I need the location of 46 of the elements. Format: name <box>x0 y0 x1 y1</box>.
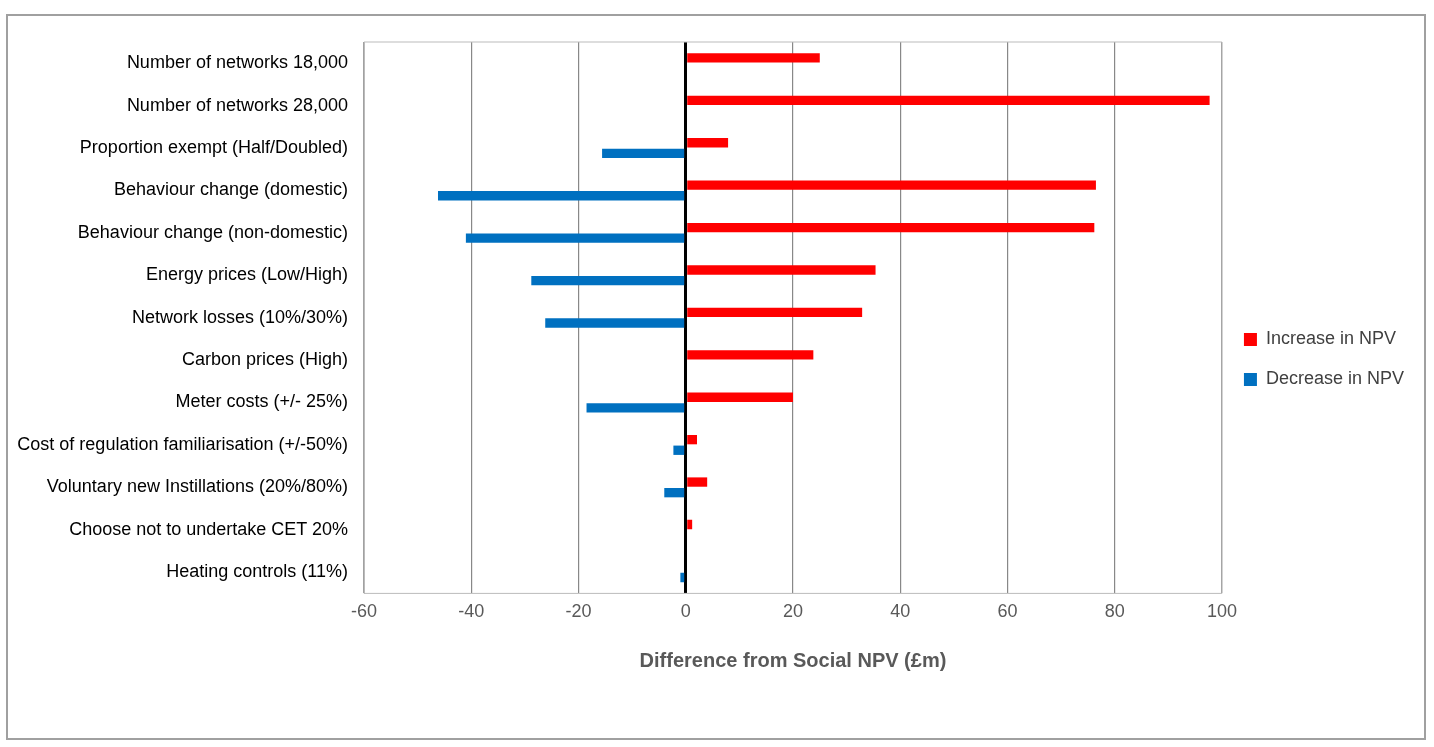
bar <box>680 572 685 583</box>
bar <box>687 519 693 530</box>
y-tick-label: Behaviour change (domestic) <box>113 179 348 200</box>
legend-label: Decrease in NPV <box>1265 368 1404 389</box>
y-tick-label: Number of networks 28,000 <box>126 94 348 115</box>
y-tick-label: Proportion exempt (Half/Doubled) <box>79 137 348 158</box>
bar <box>664 488 685 498</box>
x-tick-label: 0 <box>680 601 691 622</box>
bar <box>687 265 876 275</box>
bar <box>687 392 793 402</box>
y-tick-label: Voluntary new Instillations (20%/80%) <box>46 476 348 497</box>
bar <box>687 222 1095 233</box>
bar <box>602 148 685 159</box>
bar <box>687 307 863 318</box>
x-tick-label: -20 <box>565 601 592 622</box>
x-axis-title: Difference from Social NPV (£m) <box>639 648 947 671</box>
bar <box>687 434 697 445</box>
bar <box>687 95 1210 105</box>
bar <box>687 477 708 487</box>
x-tick-label: 40 <box>890 601 911 622</box>
x-tick-label: 20 <box>782 601 803 622</box>
bar <box>586 403 685 413</box>
bar <box>545 318 685 328</box>
x-tick-label: 100 <box>1206 601 1237 622</box>
bar <box>673 445 685 455</box>
x-tick-label: 80 <box>1104 601 1125 622</box>
bar <box>687 53 820 63</box>
x-tick-label: 60 <box>997 601 1018 622</box>
y-tick-label: Network losses (10%/30%) <box>131 306 348 327</box>
y-tick-label: Meter costs (+/- 25%) <box>175 391 348 412</box>
bar <box>465 233 685 243</box>
y-tick-label: Heating controls (11%) <box>166 561 348 582</box>
y-tick-label: Number of networks 18,000 <box>126 52 348 73</box>
y-tick-label: Carbon prices (High) <box>181 349 348 370</box>
x-tick-label: -40 <box>458 601 485 622</box>
bar <box>687 138 729 148</box>
x-tick-label: -60 <box>350 601 378 622</box>
legend-label: Increase in NPV <box>1265 328 1396 349</box>
y-tick-label: Energy prices (Low/High) <box>145 264 348 285</box>
bar <box>687 180 1096 190</box>
bar <box>438 191 685 201</box>
y-tick-label: Choose not to undertake CET 20% <box>69 518 348 539</box>
y-tick-label: Cost of regulation familiarisation (+/-50%) <box>17 433 348 454</box>
y-tick-label: Behaviour change (non-domestic) <box>77 221 348 242</box>
bar <box>687 350 814 360</box>
bar <box>531 275 685 286</box>
